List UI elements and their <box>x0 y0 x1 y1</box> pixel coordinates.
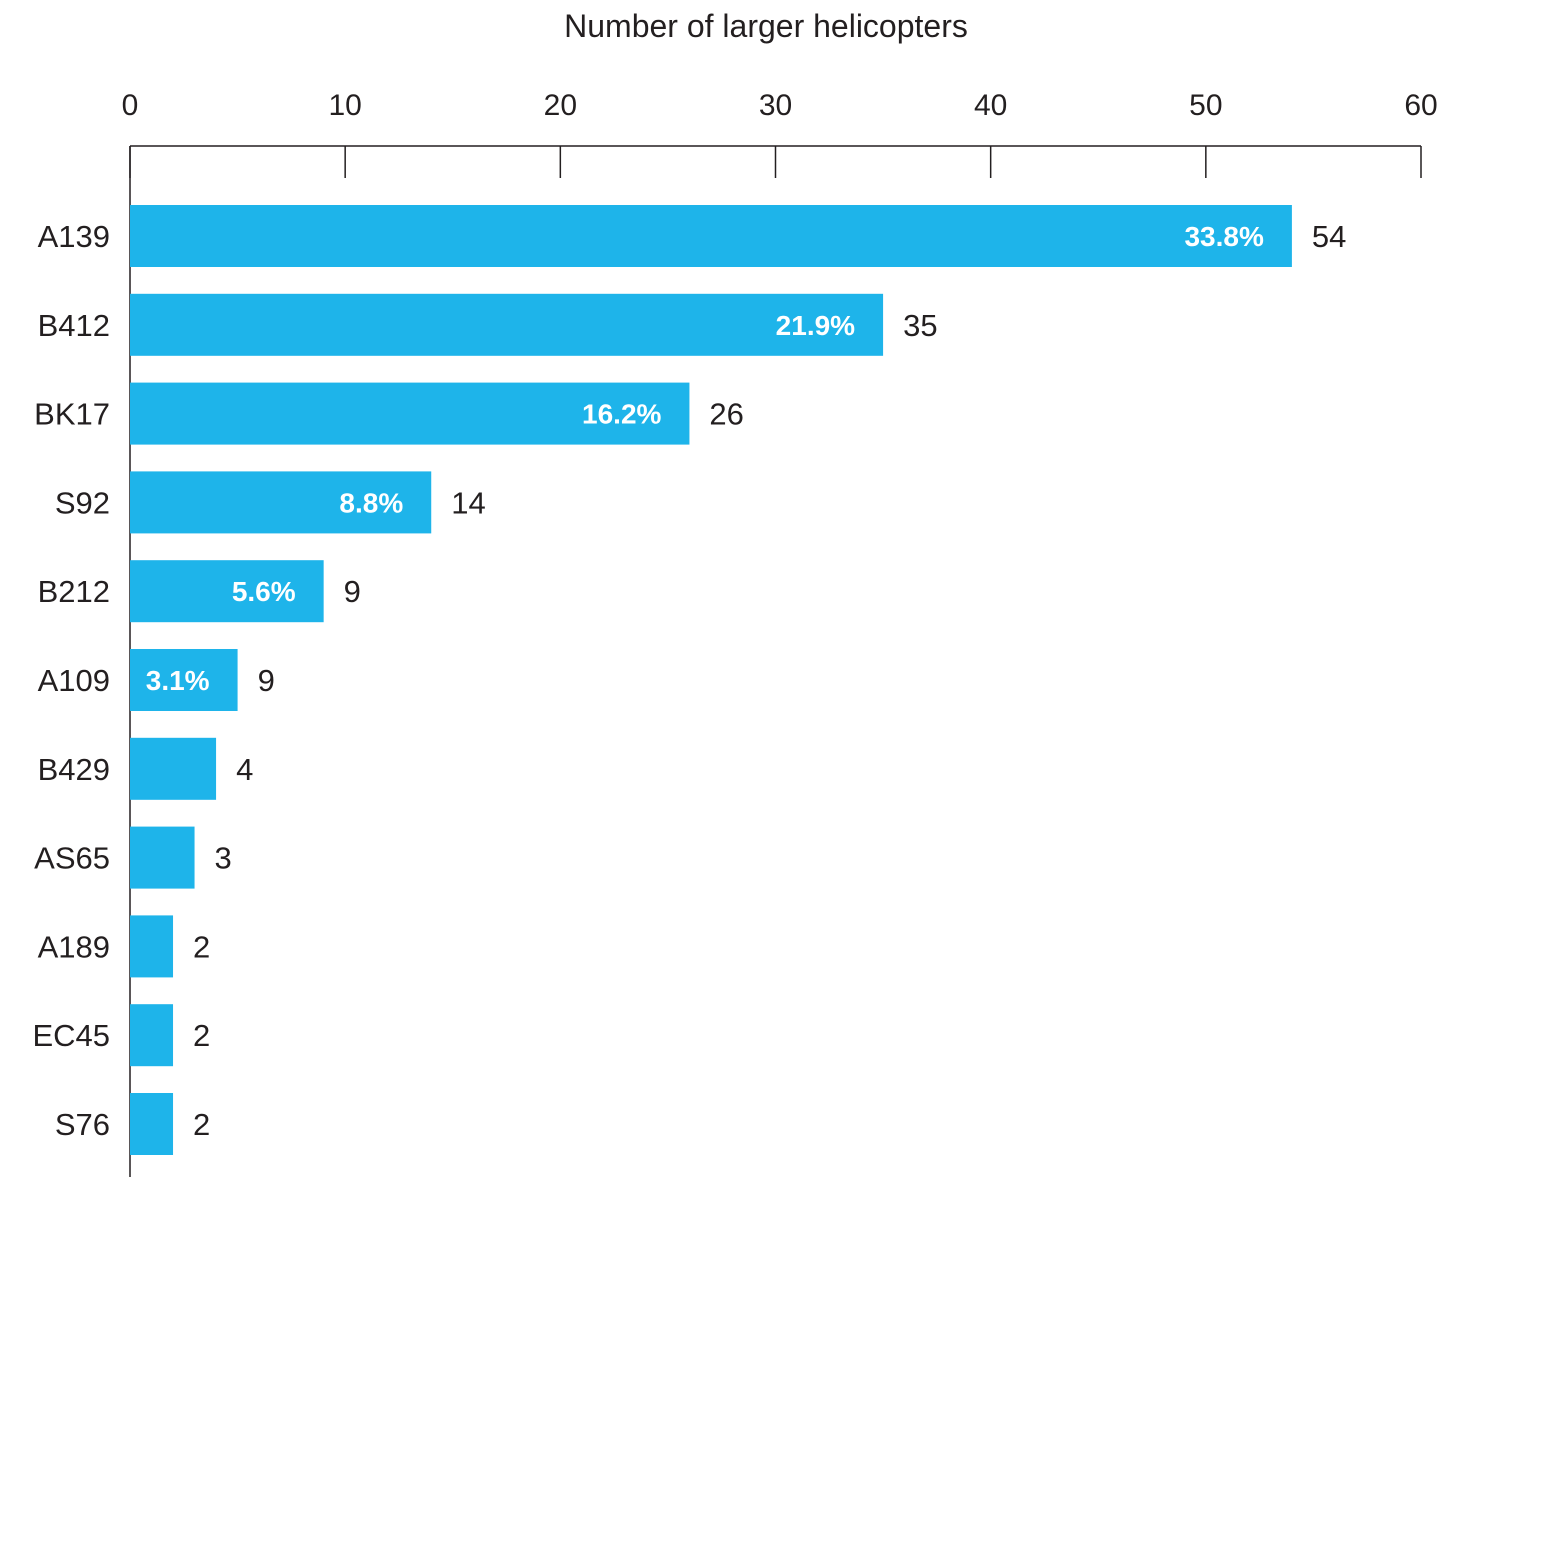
category-label-EC45: EC45 <box>32 1018 110 1053</box>
value-label-EC45: 2 <box>193 1018 210 1053</box>
category-label-B412: B412 <box>38 308 110 343</box>
category-label-B212: B212 <box>38 574 110 609</box>
bar-B212 <box>130 560 324 623</box>
x-tick-label-40: 40 <box>974 89 1007 122</box>
bar-EC45 <box>130 1004 174 1067</box>
bar-A109 <box>130 649 238 711</box>
category-label-AS65: AS65 <box>34 841 110 876</box>
category-label-A189: A189 <box>38 929 110 964</box>
value-label-S92: 14 <box>451 485 485 520</box>
category-label-S76: S76 <box>55 1107 110 1142</box>
percent-label-A109: 3.1% <box>146 665 210 696</box>
value-label-AS65: 3 <box>215 841 232 876</box>
x-tick-label-0: 0 <box>122 89 139 122</box>
value-label-B212: 9 <box>344 574 361 609</box>
percent-label-B412: 21.9% <box>776 310 855 341</box>
percent-label-S92: 8.8% <box>339 487 403 518</box>
category-label-BK17: BK17 <box>34 397 110 432</box>
category-label-S92: S92 <box>55 485 110 520</box>
bars <box>130 205 1292 1155</box>
x-axis-title: Number of larger helicopters <box>564 8 968 44</box>
bar-BK17 <box>130 382 690 445</box>
bar-A189 <box>130 915 174 978</box>
value-label-A139: 54 <box>1312 219 1346 254</box>
value-label-A109: 9 <box>258 663 275 698</box>
percent-label-BK17: 16.2% <box>582 399 661 430</box>
category-label-B429: B429 <box>38 752 110 787</box>
bar-AS65 <box>130 826 195 889</box>
percent-label-A139: 33.8% <box>1184 221 1263 252</box>
value-label-A189: 2 <box>193 929 210 964</box>
category-label-A139: A139 <box>38 219 110 254</box>
value-label-BK17: 26 <box>709 397 743 432</box>
bar-B429 <box>130 737 217 800</box>
x-tick-label-10: 10 <box>328 89 361 122</box>
value-label-B429: 4 <box>236 752 253 787</box>
bar-labels: A139 54 33.8% B412 35 21.9% BK17 26 16.2% S92 14 8.… <box>32 219 1346 1142</box>
category-label-A109: A109 <box>38 663 110 698</box>
x-tick-label-20: 20 <box>544 89 577 122</box>
value-label-S76: 2 <box>193 1107 210 1142</box>
value-label-B412: 35 <box>903 308 937 343</box>
bar-B412 <box>130 293 884 356</box>
bar-S76 <box>130 1093 174 1155</box>
bar-S92 <box>130 471 432 534</box>
bar-A139 <box>130 205 1292 267</box>
percent-label-B212: 5.6% <box>232 576 296 607</box>
x-tick-label-30: 30 <box>759 89 792 122</box>
x-tick-label-50: 50 <box>1189 89 1222 122</box>
x-tick-label-60: 60 <box>1404 89 1437 122</box>
